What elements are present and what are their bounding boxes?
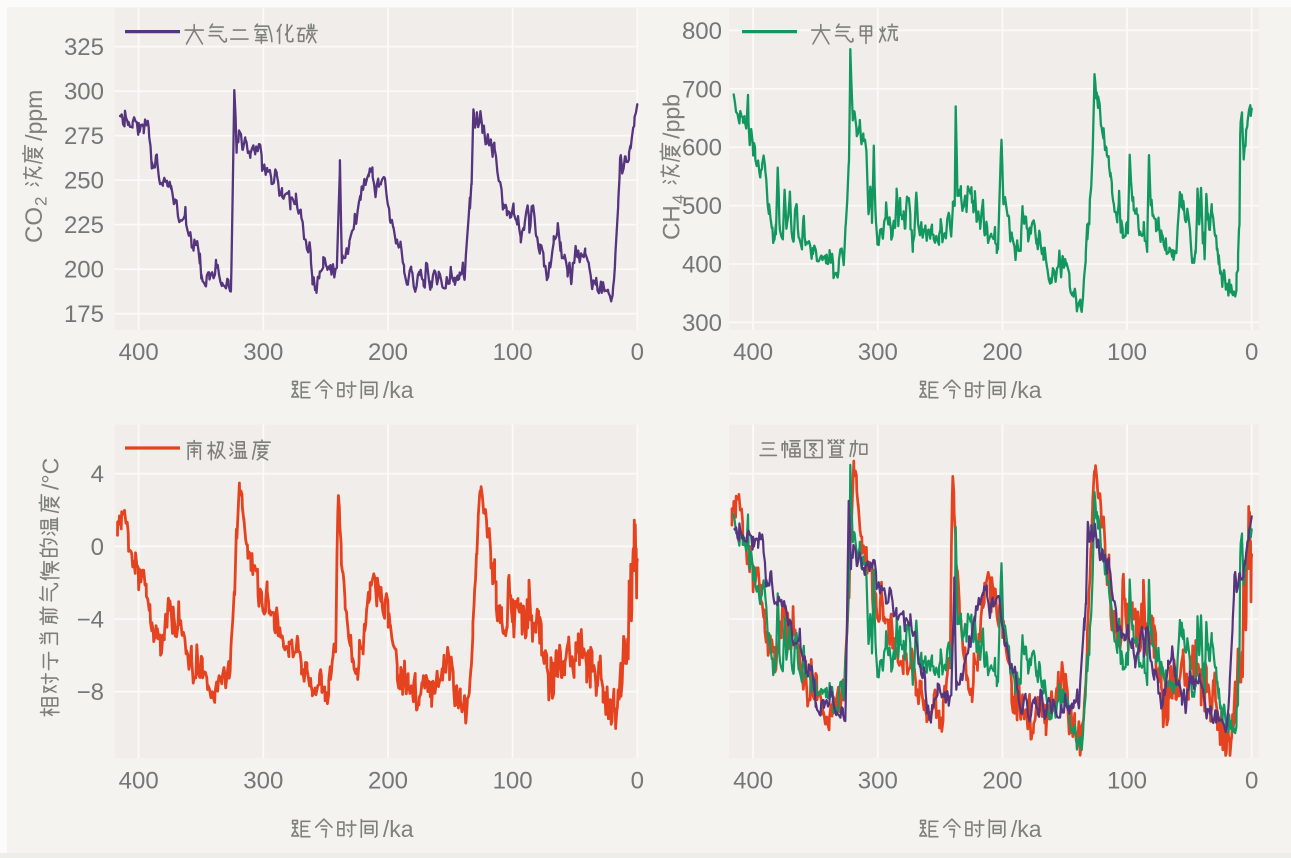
svg-text:400: 400 — [119, 768, 159, 795]
svg-text:CO: CO — [21, 207, 48, 243]
svg-text:200: 200 — [982, 768, 1022, 795]
svg-text:/ka: /ka — [383, 816, 414, 842]
svg-text:400: 400 — [733, 768, 773, 795]
svg-text:−8: −8 — [77, 679, 104, 706]
svg-text:800: 800 — [682, 18, 722, 45]
svg-text:100: 100 — [493, 339, 533, 366]
svg-text:/ka: /ka — [1011, 816, 1042, 842]
svg-text:4: 4 — [91, 461, 104, 488]
svg-text:200: 200 — [368, 768, 408, 795]
svg-text:CH: CH — [659, 205, 686, 240]
svg-text:200: 200 — [64, 257, 104, 284]
svg-text:0: 0 — [1245, 339, 1258, 366]
svg-text:2: 2 — [32, 197, 51, 206]
svg-text:300: 300 — [64, 79, 104, 106]
svg-text:/ppm: /ppm — [21, 90, 47, 141]
svg-text:250: 250 — [64, 168, 104, 195]
svg-text:100: 100 — [493, 768, 533, 795]
svg-text:175: 175 — [64, 301, 104, 328]
svg-text:0: 0 — [1245, 768, 1258, 795]
svg-text:300: 300 — [243, 339, 283, 366]
svg-text:/ppb: /ppb — [659, 94, 685, 139]
svg-text:100: 100 — [1107, 768, 1147, 795]
svg-text:/ka: /ka — [383, 377, 414, 403]
svg-text:275: 275 — [64, 123, 104, 150]
svg-text:700: 700 — [682, 76, 722, 103]
svg-text:600: 600 — [682, 135, 722, 162]
svg-text:300: 300 — [243, 768, 283, 795]
svg-text:400: 400 — [733, 339, 773, 366]
svg-text:400: 400 — [119, 339, 159, 366]
svg-text:300: 300 — [858, 339, 898, 366]
svg-text:300: 300 — [682, 310, 722, 337]
svg-text:/°C: /°C — [38, 458, 64, 490]
svg-text:−4: −4 — [77, 607, 104, 634]
svg-text:225: 225 — [64, 212, 104, 239]
svg-text:0: 0 — [91, 534, 104, 561]
svg-text:100: 100 — [1107, 339, 1147, 366]
svg-text:0: 0 — [631, 768, 644, 795]
svg-text:/ka: /ka — [1011, 377, 1042, 403]
svg-text:200: 200 — [982, 339, 1022, 366]
svg-text:500: 500 — [682, 193, 722, 220]
svg-text:300: 300 — [858, 768, 898, 795]
svg-text:325: 325 — [64, 34, 104, 61]
svg-text:0: 0 — [631, 339, 644, 366]
svg-text:200: 200 — [368, 339, 408, 366]
svg-text:400: 400 — [682, 252, 722, 279]
svg-text:4: 4 — [669, 195, 688, 204]
